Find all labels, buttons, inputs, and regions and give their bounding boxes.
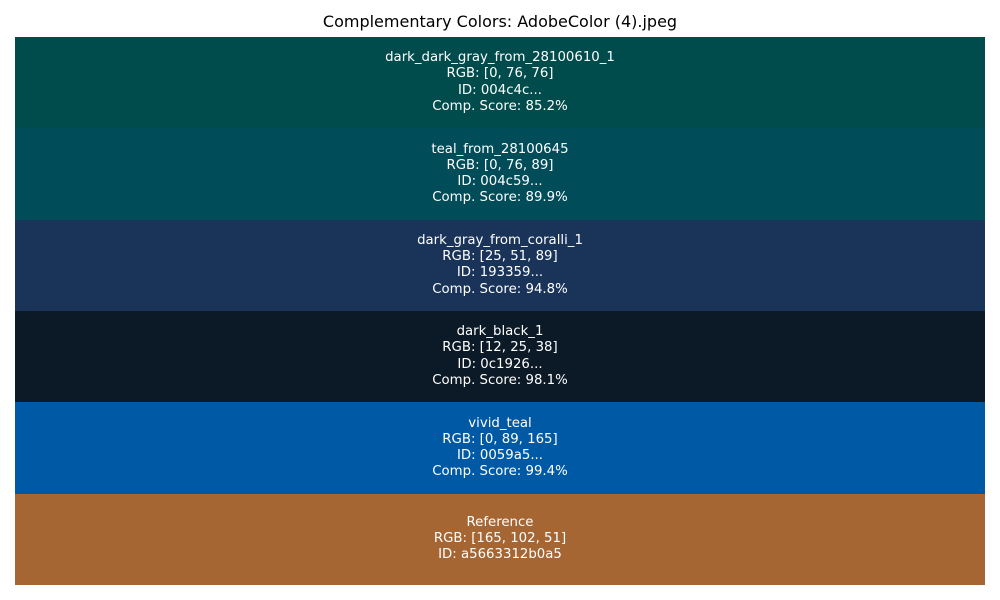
swatch-id-label: ID: 193359... xyxy=(456,265,544,281)
swatch-name-label: Reference xyxy=(466,515,534,531)
swatch-stack: dark_dark_gray_from_28100610_1 RGB: [0, 7… xyxy=(15,37,985,585)
swatch-score-label: Comp. Score: 98.1% xyxy=(432,372,568,388)
swatch-name-label: teal_from_28100645 xyxy=(431,141,569,157)
swatch-name-label: dark_dark_gray_from_28100610_1 xyxy=(385,50,615,66)
color-swatch-row: Reference RGB: [165, 102, 51] ID: a5663312… xyxy=(15,493,985,585)
swatch-rgb-label: RGB: [0, 76, 89] xyxy=(446,157,554,173)
swatch-rgb-label: RGB: [12, 25, 38] xyxy=(442,340,558,356)
chart-title: Complementary Colors: AdobeColor (4).jpe… xyxy=(322,12,678,31)
swatch-id-label: ID: 0c1926... xyxy=(457,356,543,372)
swatch-id-label: ID: a5663312b0a5 xyxy=(438,547,562,563)
color-swatch-row: dark_gray_from_coralli_1 RGB: [25, 51, 89… xyxy=(15,219,985,311)
swatch-id-label: ID: 004c4c... xyxy=(457,82,542,98)
swatch-name-label: vivid_teal xyxy=(468,415,532,431)
swatch-score-label: Comp. Score: 85.2% xyxy=(432,98,568,114)
swatch-name-label: dark_gray_from_coralli_1 xyxy=(417,232,583,248)
color-swatch-row: dark_dark_gray_from_28100610_1 RGB: [0, 7… xyxy=(15,37,985,129)
swatch-score-label: Comp. Score: 89.9% xyxy=(432,190,568,206)
swatch-rgb-label: RGB: [0, 76, 76] xyxy=(446,66,554,82)
color-swatch-row: dark_black_1 RGB: [12, 25, 38] ID: 0c1926.… xyxy=(15,311,985,403)
swatch-score-label: Comp. Score: 99.4% xyxy=(432,464,568,480)
swatch-id-label: ID: 0059a5... xyxy=(457,447,543,463)
color-swatch-row: vivid_teal RGB: [0, 89, 165] ID: 0059a5...… xyxy=(15,402,985,494)
swatch-rgb-label: RGB: [165, 102, 51] xyxy=(433,531,567,547)
swatch-score-label: Comp. Score: 94.8% xyxy=(432,281,568,297)
swatch-id-label: ID: 004c59... xyxy=(457,173,543,189)
swatch-name-label: dark_black_1 xyxy=(456,324,544,340)
swatch-rgb-label: RGB: [25, 51, 89] xyxy=(442,249,558,265)
color-swatch-row: teal_from_28100645 RGB: [0, 76, 89] ID: 00… xyxy=(15,128,985,220)
swatch-rgb-label: RGB: [0, 89, 165] xyxy=(442,431,558,447)
